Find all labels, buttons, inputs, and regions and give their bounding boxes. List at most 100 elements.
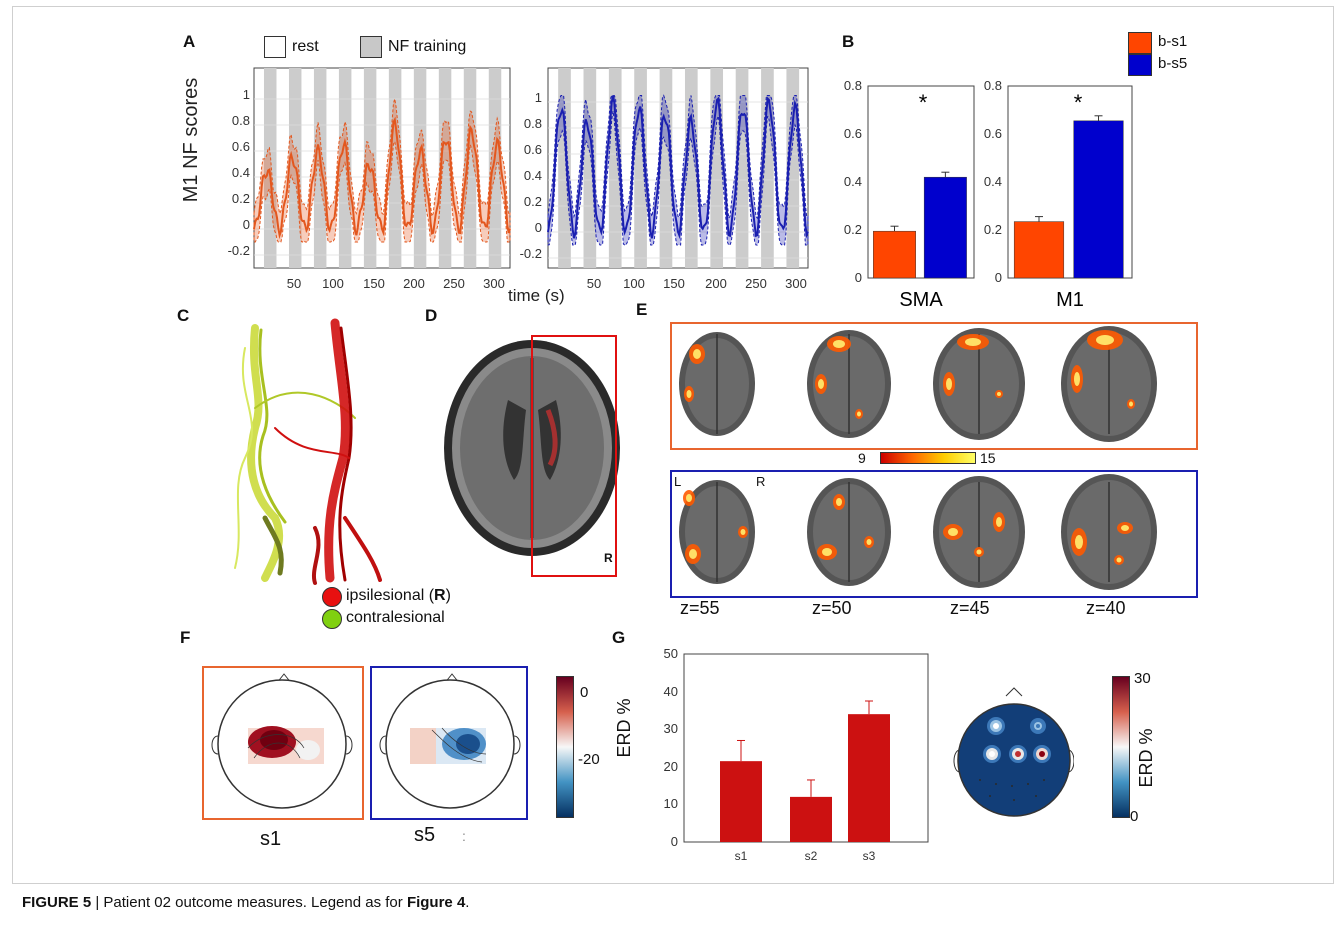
s5-score-line xyxy=(547,95,809,240)
colorbar-tick: 0 xyxy=(1130,808,1139,825)
bar-b-s5 xyxy=(923,176,967,279)
ytick: 0.8 xyxy=(984,78,1002,93)
slice-label: z=40 xyxy=(1086,598,1126,618)
ytick: 0.4 xyxy=(524,168,542,183)
erd-bar xyxy=(790,796,832,842)
activation-core xyxy=(997,392,1001,396)
nf-block xyxy=(488,68,502,268)
erd-colorbar xyxy=(1112,676,1130,818)
bar-b-s5 xyxy=(1073,120,1124,279)
category-label: s1 xyxy=(735,849,748,863)
significance-star: * xyxy=(919,90,928,115)
erd-topomap xyxy=(953,687,1074,817)
legend-rest-swatch xyxy=(264,36,286,58)
nf-block xyxy=(558,68,571,268)
caption-end: . xyxy=(465,894,470,911)
ytick: 0.2 xyxy=(524,194,542,209)
nf-block xyxy=(263,68,277,268)
ytick: 0 xyxy=(995,270,1002,285)
caption-separator: | xyxy=(91,894,104,911)
panel-label-a: A xyxy=(183,32,196,51)
xtick: 250 xyxy=(745,276,767,291)
contralesional-dot xyxy=(322,609,342,629)
slice-label: z=55 xyxy=(680,598,720,618)
activation-core xyxy=(818,379,824,389)
bar-chart-sma: 0.8 0.6 0.4 0.2 0 * SMA xyxy=(844,78,975,311)
activation-core xyxy=(1129,401,1133,407)
panel-label-d: D xyxy=(425,306,438,325)
activation-core xyxy=(1075,535,1083,549)
category-label: s2 xyxy=(805,849,818,863)
xtick: 50 xyxy=(287,276,301,291)
ytick: 0.2 xyxy=(232,191,250,206)
topomap-s5 xyxy=(379,673,521,809)
activation-core xyxy=(948,528,958,536)
ytick: 30 xyxy=(664,721,678,736)
caption-figure-number: FIGURE 5 xyxy=(22,894,92,911)
topomap-label-s5: s5 xyxy=(414,824,436,846)
erd-colorbar-label: ERD % xyxy=(1136,728,1156,788)
legend-bs1-label: b-s1 xyxy=(1158,33,1188,50)
activation-core xyxy=(857,411,861,417)
fmri-slices-s1 xyxy=(679,326,1157,442)
panel-a-left-plot: 1 0.8 0.6 0.4 0.2 0 -0.2 50 100 150 200 … xyxy=(228,67,511,291)
ytick: 1 xyxy=(535,90,542,105)
panel-label-f: F xyxy=(180,628,191,647)
fmri-left-label: L xyxy=(674,474,682,489)
activation-core xyxy=(833,340,845,348)
caption-text: Patient 02 outcome measures. Legend as f… xyxy=(103,894,407,911)
colorbar-min: 9 xyxy=(858,450,866,466)
ytick: 0.2 xyxy=(984,222,1002,237)
figure-caption: FIGURE 5 | Patient 02 outcome measures. … xyxy=(22,894,469,911)
legend-bs5-swatch xyxy=(1128,54,1152,76)
nf-block xyxy=(463,68,477,268)
panel-a-right-plot: 1 0.8 0.6 0.4 0.2 0 -0.2 50 100 150 200 … xyxy=(520,67,809,291)
legend-ipsilesional-close: ) xyxy=(445,587,451,604)
activation-core xyxy=(965,338,981,346)
colorbar-tick: 30 xyxy=(1134,670,1151,687)
ytick: 0.6 xyxy=(524,142,542,157)
ytick: 0.6 xyxy=(984,126,1002,141)
activation-core xyxy=(1074,372,1080,386)
significance-star: * xyxy=(1074,90,1083,115)
ytick: 0.4 xyxy=(232,165,250,180)
erd-bar-chart: s1 s2 s3 50 40 30 20 10 0 xyxy=(664,646,929,863)
legend-bs5-label: b-s5 xyxy=(1158,55,1188,72)
mri-right-label: R xyxy=(604,551,613,565)
nf-block xyxy=(583,68,597,268)
nf-block xyxy=(388,68,402,268)
xtick: 100 xyxy=(322,276,344,291)
ytick: 0.4 xyxy=(984,174,1002,189)
xtick: 300 xyxy=(483,276,505,291)
colorbar-max: 15 xyxy=(980,450,996,466)
ytick: -0.2 xyxy=(520,246,542,261)
xtick: 150 xyxy=(663,276,685,291)
fmri-colorbar xyxy=(880,452,976,464)
mri-left-label: L xyxy=(442,551,449,565)
legend-nf-label: NF training xyxy=(388,38,467,55)
activation-core xyxy=(1116,557,1122,563)
ytick: 40 xyxy=(664,684,678,699)
category-label: M1 xyxy=(1056,289,1084,311)
xtick: 150 xyxy=(363,276,385,291)
bar-chart-m1: 0.8 0.6 0.4 0.2 0 * M1 xyxy=(984,78,1133,311)
xtick: 50 xyxy=(587,276,601,291)
legend-ipsilesional: ipsilesional ( xyxy=(346,587,435,604)
ytick: 0.8 xyxy=(232,113,250,128)
bar-b-s1 xyxy=(873,230,916,279)
s1-score-line xyxy=(253,116,511,240)
ytick: 0.6 xyxy=(844,126,862,141)
panel-label-g: G xyxy=(612,628,626,647)
nf-block xyxy=(313,68,327,268)
activation-core xyxy=(996,517,1002,527)
ytick: 50 xyxy=(664,646,678,661)
mri-axial-image: L R xyxy=(442,335,620,577)
topomap-s1 xyxy=(211,673,353,809)
activation-core xyxy=(693,349,701,359)
activation-core xyxy=(866,539,872,545)
activation-core xyxy=(836,498,842,506)
nf-block xyxy=(438,68,452,268)
panel-a-ylabel: M1 NF scores xyxy=(180,77,202,203)
panel-label-b: B xyxy=(842,32,855,51)
ytick: 0 xyxy=(243,217,250,232)
